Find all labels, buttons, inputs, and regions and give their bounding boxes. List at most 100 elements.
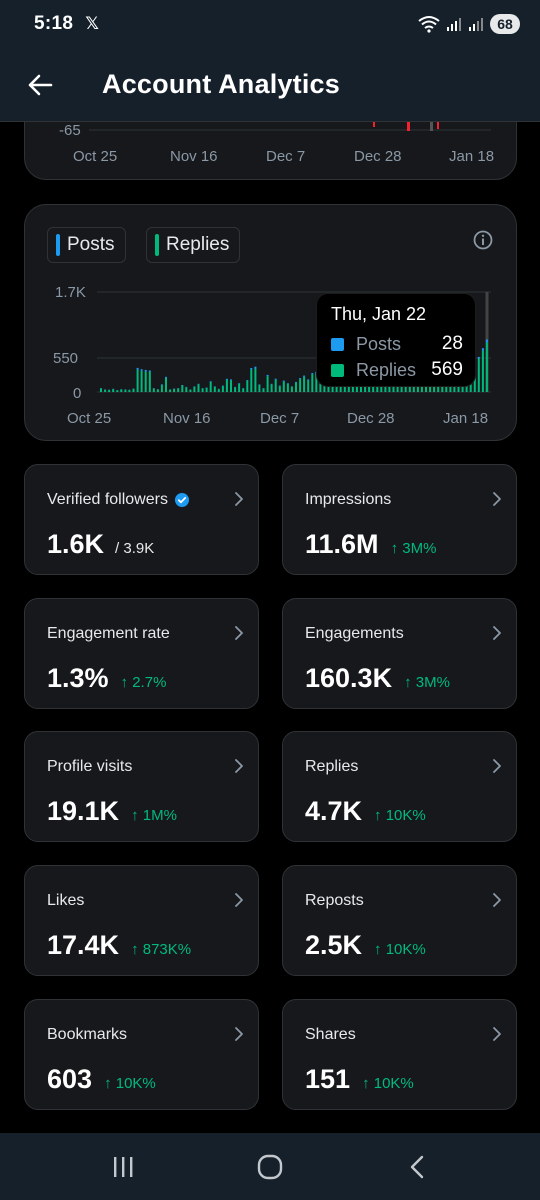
metric-value: 1.3%: [47, 663, 109, 693]
posts-bar: [238, 383, 241, 384]
replies-bar: [299, 379, 302, 392]
chevron-right-icon: [493, 759, 501, 773]
replies-bar: [124, 389, 127, 392]
replies-bar: [315, 373, 318, 392]
x-logo-icon: 𝕏: [85, 14, 99, 33]
metric-delta: ↑ 2.7%: [120, 674, 167, 691]
posts-bar: [140, 369, 143, 371]
replies-bar: [234, 387, 237, 392]
posts-bar: [160, 384, 163, 385]
metric-tile-bookmarks[interactable]: Bookmarks 603 ↑ 10K%: [24, 999, 259, 1110]
replies-bar: [238, 383, 241, 392]
replies-bar: [295, 382, 297, 392]
replies-bar: [177, 388, 180, 392]
posts-bar: [136, 367, 139, 370]
metric-tile-verified-followers[interactable]: Verified followers 1.6K / 3.9K: [24, 464, 259, 575]
metric-label: Verified followers: [47, 491, 190, 509]
chevron-right-icon: [235, 893, 243, 907]
signal-icon: [447, 18, 461, 31]
metric-tile-likes[interactable]: Likes 17.4K ↑ 873K%: [24, 865, 259, 976]
replies-bar: [343, 383, 346, 392]
metric-label: Profile visits: [47, 758, 132, 776]
x-tick-label: Dec 28: [347, 410, 395, 427]
legend-posts[interactable]: Posts: [47, 227, 126, 263]
metric-value-row: 2.5K ↑ 10K%: [305, 930, 426, 961]
replies-bar: [169, 389, 172, 392]
metric-tile-engagements[interactable]: Engagements 160.3K ↑ 3M%: [282, 598, 517, 709]
posts-bar: [258, 384, 261, 385]
y-tick-label: -65: [59, 122, 81, 139]
metric-delta: ↑ 1M%: [131, 807, 177, 824]
metric-label-text: Engagement rate: [47, 625, 170, 642]
replies-bar: [477, 358, 480, 392]
metric-label-text: Profile visits: [47, 758, 133, 775]
metric-label: Impressions: [305, 491, 391, 509]
chevron-right-icon: [493, 893, 501, 907]
replies-bar: [181, 385, 184, 392]
activity-chart-card: Posts Replies 1.7K 550 0 Oct 25 Nov 16 D…: [24, 204, 517, 441]
replies-bar: [156, 389, 159, 392]
metric-label: Replies: [305, 758, 358, 776]
replies-swatch: [331, 363, 344, 377]
arrow-left-icon: [28, 74, 53, 95]
metric-tile-shares[interactable]: Shares 151 ↑ 10K%: [282, 999, 517, 1110]
recents-button[interactable]: [93, 1137, 153, 1197]
metric-value-row: 1.3% ↑ 2.7%: [47, 663, 166, 694]
metric-value-row: 151 ↑ 10K%: [305, 1064, 414, 1095]
legend-replies[interactable]: Replies: [146, 227, 241, 263]
replies-bar: [173, 388, 176, 392]
metric-delta: ↑ 10K%: [374, 941, 426, 958]
nav-back-button[interactable]: [387, 1137, 447, 1197]
metric-label: Likes: [47, 892, 84, 910]
posts-bar: [209, 381, 212, 382]
posts-bar: [181, 385, 184, 386]
chevron-right-icon: [493, 626, 501, 640]
wifi-icon: [418, 16, 440, 33]
negative-bar: [407, 122, 410, 131]
posts-bar: [165, 376, 167, 378]
metric-tile-impressions[interactable]: Impressions 11.6M ↑ 3M%: [282, 464, 517, 575]
metric-tile-reposts[interactable]: Reposts 2.5K ↑ 10K%: [282, 865, 517, 976]
posts-bar: [274, 378, 277, 380]
home-circle-icon: [257, 1154, 283, 1179]
replies-bar: [104, 389, 107, 392]
back-button[interactable]: [0, 48, 80, 122]
posts-bar: [221, 385, 224, 387]
replies-bar: [242, 388, 245, 392]
home-button[interactable]: [240, 1137, 300, 1197]
replies-bar: [201, 388, 204, 392]
chevron-right-icon: [235, 626, 243, 640]
metric-delta: ↑ 10K%: [362, 1075, 414, 1092]
replies-bar: [144, 371, 147, 392]
metric-label: Shares: [305, 1026, 356, 1044]
tooltip-row-replies: Replies 569: [331, 357, 463, 383]
posts-bar: [266, 374, 269, 377]
replies-bar: [254, 368, 257, 392]
tooltip-replies-label: Replies: [356, 359, 417, 380]
metric-tile-profile-visits[interactable]: Profile visits 19.1K ↑ 1M%: [24, 731, 259, 842]
replies-swatch: [155, 234, 159, 256]
replies-bar: [112, 389, 115, 392]
replies-bar: [278, 386, 281, 392]
replies-bar: [152, 388, 155, 392]
replies-bar: [225, 379, 228, 392]
chevron-right-icon: [235, 1027, 243, 1041]
posts-bar: [144, 369, 147, 372]
posts-bar: [278, 385, 281, 387]
replies-bar: [185, 387, 188, 392]
metric-value: 4.7K: [305, 796, 363, 826]
status-bar: 5:18 𝕏 68: [0, 0, 540, 48]
posts-bar: [485, 339, 488, 343]
status-icons: 68: [418, 14, 520, 34]
tooltip-row-posts: Posts 28: [331, 331, 463, 357]
metric-tile-replies[interactable]: Replies 4.7K ↑ 10K%: [282, 731, 517, 842]
metric-tile-engagement-rate[interactable]: Engagement rate 1.3% ↑ 2.7%: [24, 598, 259, 709]
replies-bar: [246, 380, 249, 392]
metric-value: 151: [305, 1064, 351, 1094]
x-tick-label: Nov 16: [163, 410, 211, 427]
posts-bar: [197, 383, 200, 385]
info-icon[interactable]: [472, 229, 494, 251]
metric-label: Engagements: [305, 625, 404, 643]
metric-label-text: Verified followers: [47, 491, 168, 508]
analytics-content[interactable]: -65 Oct 25 Nov 16 Dec 7 Dec 28 Jan 18 Po…: [0, 122, 540, 1132]
